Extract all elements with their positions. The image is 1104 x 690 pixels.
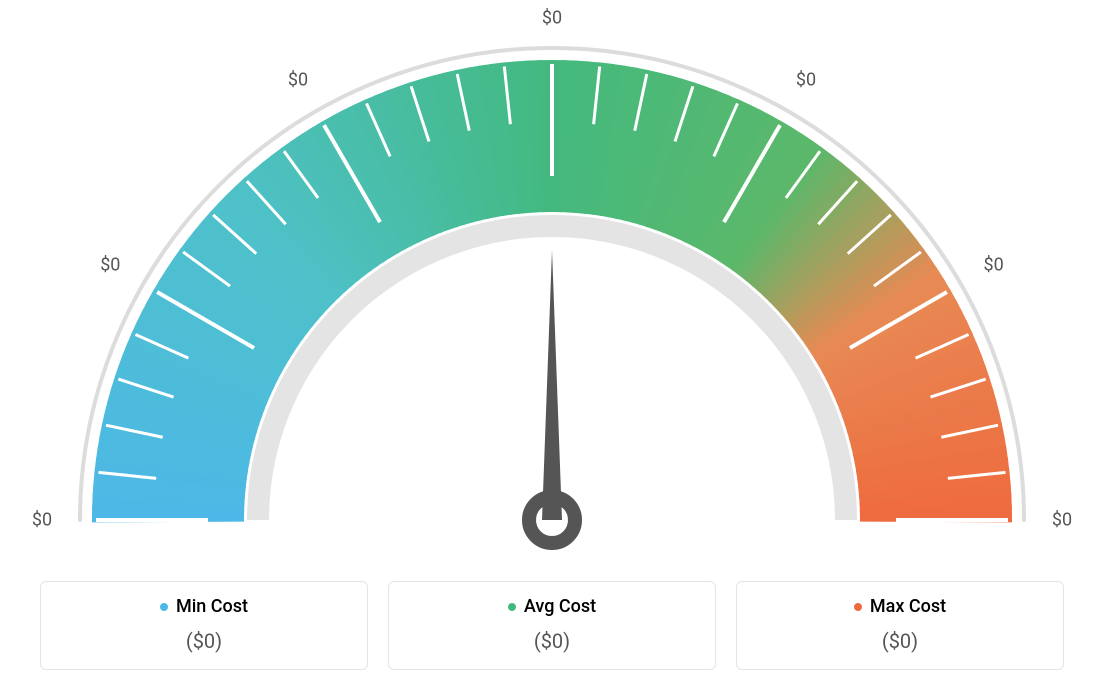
- legend-dot-min: [160, 603, 168, 611]
- legend-row: Min Cost ($0) Avg Cost ($0) Max Cost ($0…: [40, 581, 1064, 671]
- legend-card-avg: Avg Cost ($0): [388, 581, 716, 671]
- gauge-chart: $0 $0 $0 $0 $0 $0 $0: [0, 0, 1104, 560]
- legend-value-max: ($0): [747, 629, 1053, 653]
- legend-label-min: Min Cost: [176, 596, 248, 617]
- gauge-scale-label: $0: [984, 255, 1004, 276]
- gauge-scale-label: $0: [542, 8, 562, 29]
- legend-value-min: ($0): [51, 629, 357, 653]
- legend-title-min: Min Cost: [160, 596, 248, 617]
- gauge-scale-label: $0: [796, 70, 816, 91]
- gauge-scale-label: $0: [100, 255, 120, 276]
- legend-label-avg: Avg Cost: [524, 596, 596, 617]
- legend-card-max: Max Cost ($0): [736, 581, 1064, 671]
- gauge-svg: [0, 0, 1104, 560]
- legend-title-avg: Avg Cost: [508, 596, 596, 617]
- legend-value-avg: ($0): [399, 629, 705, 653]
- legend-dot-max: [854, 603, 862, 611]
- gauge-scale-label: $0: [1052, 510, 1072, 531]
- gauge-scale-label: $0: [32, 510, 52, 531]
- legend-dot-avg: [508, 603, 516, 611]
- legend-label-max: Max Cost: [870, 596, 946, 617]
- cost-gauge-container: $0 $0 $0 $0 $0 $0 $0 Min Cost ($0) Avg Cost ($…: [0, 0, 1104, 690]
- gauge-scale-label: $0: [288, 70, 308, 91]
- legend-title-max: Max Cost: [854, 596, 946, 617]
- legend-card-min: Min Cost ($0): [40, 581, 368, 671]
